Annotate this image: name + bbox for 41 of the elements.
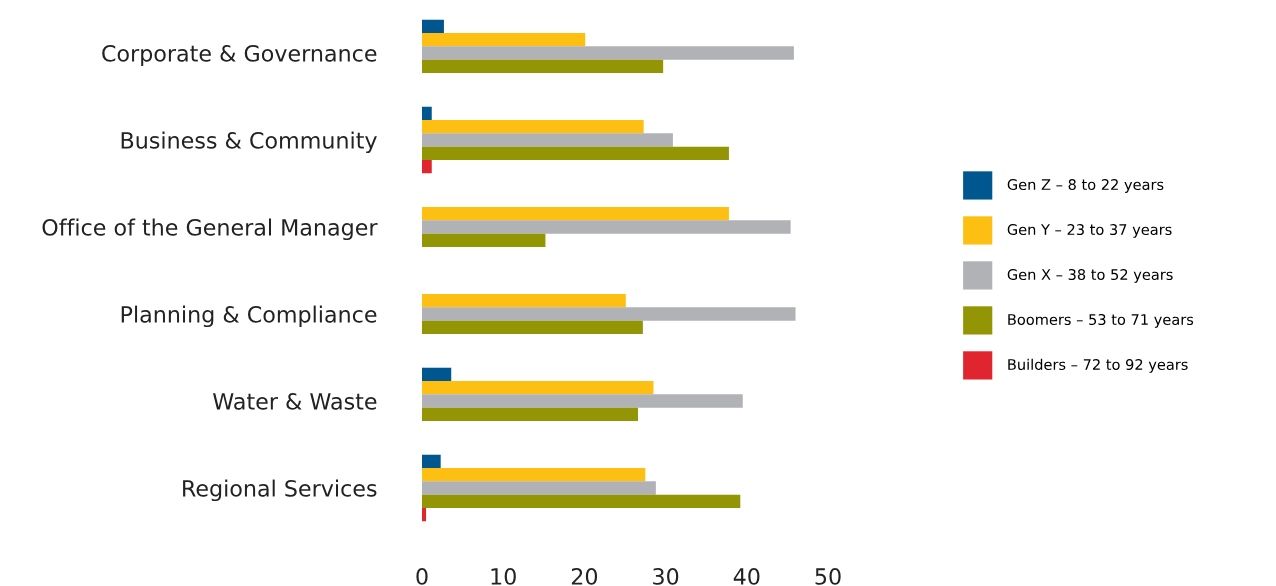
bar <box>422 394 743 408</box>
y-tick-label: Water & Waste <box>213 392 377 410</box>
x-tick-label: 30 <box>653 568 679 585</box>
bar <box>422 146 729 160</box>
legend-label: Boomers – 53 to 71 years <box>1008 314 1194 328</box>
bar <box>422 233 546 247</box>
bar <box>422 59 664 73</box>
bar <box>422 159 432 174</box>
bar <box>422 468 646 482</box>
y-tick-label: Corporate & Governance <box>102 44 377 67</box>
legend-label: Gen Y – 23 to 37 years <box>1007 224 1172 238</box>
bar <box>422 120 644 134</box>
x-tick-label: 50 <box>815 568 841 585</box>
bar <box>422 407 638 421</box>
bar <box>422 106 432 121</box>
bar <box>422 367 452 382</box>
bar <box>422 33 586 47</box>
legend-label: Builders – 72 to 92 years <box>1008 358 1188 373</box>
bar <box>422 320 643 334</box>
x-tick-label: 0 <box>416 568 428 585</box>
bar <box>422 220 791 234</box>
bar <box>422 381 654 395</box>
y-tick-label: Business & Community <box>121 131 377 154</box>
x-tick-label: 20 <box>571 568 598 585</box>
bar <box>422 133 673 147</box>
y-tick-label: Regional Services <box>183 479 377 502</box>
bar <box>422 294 626 308</box>
bar <box>422 494 741 508</box>
bar <box>422 507 427 522</box>
x-tick-label: 40 <box>733 568 760 585</box>
bar <box>422 454 441 469</box>
bar <box>422 307 796 321</box>
bar <box>422 207 729 221</box>
y-tick-label: Planning & Compliance <box>121 305 377 328</box>
legend-label: Gen X – 38 to 52 years <box>1007 269 1173 283</box>
x-tick-label: 10 <box>491 568 516 585</box>
legend-label: Gen Z – 8 to 22 years <box>1007 179 1164 193</box>
bar <box>422 481 656 495</box>
bar <box>422 19 444 34</box>
y-tick-label: Office of the General Manager <box>42 218 378 241</box>
bar <box>422 46 794 60</box>
